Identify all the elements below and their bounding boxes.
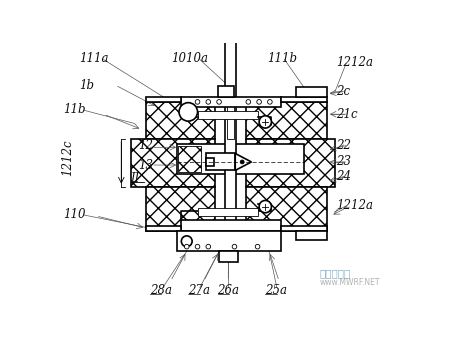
Bar	[146, 97, 180, 102]
Bar	[246, 102, 327, 139]
Circle shape	[268, 100, 272, 104]
Bar	[219, 251, 239, 262]
Circle shape	[195, 100, 200, 104]
Circle shape	[184, 244, 189, 249]
Text: 110: 110	[63, 208, 86, 221]
Circle shape	[257, 100, 261, 104]
Circle shape	[206, 244, 211, 249]
Bar	[218, 86, 234, 97]
Circle shape	[232, 244, 237, 249]
Bar	[246, 187, 327, 231]
Circle shape	[255, 244, 260, 249]
Bar	[130, 139, 215, 187]
Bar	[281, 97, 327, 102]
Text: 1212c: 1212c	[61, 140, 74, 176]
Bar	[198, 208, 257, 216]
Bar	[296, 87, 327, 97]
Bar	[180, 220, 281, 231]
Text: 111a: 111a	[79, 52, 108, 65]
Bar	[177, 231, 281, 251]
Bar	[206, 153, 235, 170]
Text: 11b: 11b	[63, 103, 86, 116]
Circle shape	[217, 100, 221, 104]
Bar	[180, 97, 281, 107]
Text: 111b: 111b	[267, 52, 297, 65]
Text: 12: 12	[138, 139, 153, 152]
Bar	[225, 32, 236, 251]
Text: 1010a: 1010a	[171, 52, 208, 65]
Text: 28a: 28a	[150, 284, 172, 297]
Circle shape	[179, 103, 198, 121]
Bar	[146, 187, 215, 231]
Text: 23: 23	[336, 155, 351, 169]
Bar	[146, 226, 180, 231]
Circle shape	[181, 236, 192, 247]
Circle shape	[195, 244, 200, 249]
Bar	[281, 226, 327, 231]
Text: 21c: 21c	[336, 108, 358, 121]
Bar	[178, 146, 201, 172]
Polygon shape	[235, 153, 252, 170]
Text: 微波射频网: 微波射频网	[319, 269, 351, 279]
Text: www.MWRF.NET: www.MWRF.NET	[319, 278, 380, 287]
Circle shape	[246, 100, 251, 104]
Text: 26a: 26a	[217, 284, 239, 297]
Text: 2c: 2c	[336, 84, 350, 98]
Bar	[230, 144, 304, 174]
Text: II: II	[130, 173, 140, 185]
Bar	[296, 231, 327, 240]
Bar	[206, 158, 214, 166]
Text: 13: 13	[138, 159, 153, 171]
Text: 22: 22	[336, 138, 351, 152]
Bar	[146, 102, 215, 139]
Text: 1212a: 1212a	[336, 200, 373, 212]
Circle shape	[240, 160, 244, 164]
Text: 1b: 1b	[79, 79, 94, 92]
Text: 24: 24	[336, 170, 351, 183]
Circle shape	[259, 116, 271, 128]
Text: 25a: 25a	[265, 284, 287, 297]
Bar	[227, 97, 234, 139]
Bar	[177, 144, 231, 174]
Bar	[246, 139, 334, 187]
Bar	[198, 111, 257, 119]
Text: 27a: 27a	[188, 284, 210, 297]
Circle shape	[206, 100, 211, 104]
Circle shape	[259, 201, 271, 213]
Text: 1212a: 1212a	[336, 56, 373, 69]
